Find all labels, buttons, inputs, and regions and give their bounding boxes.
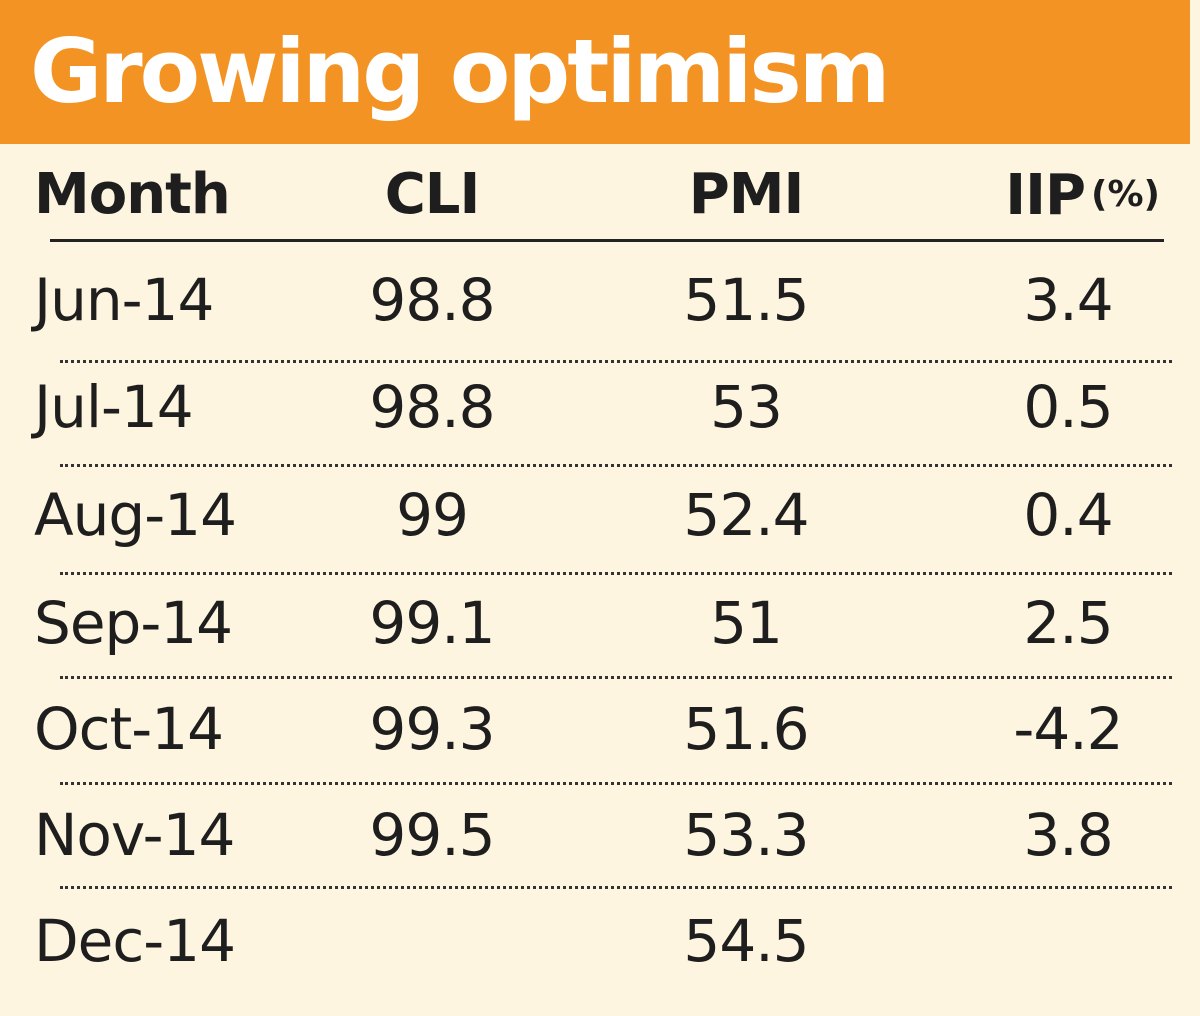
cli-cell: 99 <box>396 481 469 549</box>
month-cell: Dec-14 <box>34 907 236 975</box>
pmi-cell: 51 <box>710 589 783 657</box>
row-divider <box>60 360 1172 363</box>
pmi-cell: 51.5 <box>683 266 809 334</box>
cli-cell: 98.8 <box>369 373 495 441</box>
month-cell: Jul-14 <box>34 373 194 441</box>
cli-cell: 98.8 <box>369 266 495 334</box>
column-header-month: Month <box>34 162 231 227</box>
cli-cell: 99.1 <box>369 589 495 657</box>
cli-cell: 99.5 <box>369 801 495 869</box>
table-title: Growing optimism <box>30 20 890 123</box>
row-divider <box>60 572 1172 575</box>
iip-cell: 0.4 <box>1023 481 1113 549</box>
iip-cell: 3.4 <box>1023 266 1113 334</box>
header-rule <box>50 239 1164 242</box>
iip-unit-label: (%) <box>1091 174 1160 215</box>
iip-cell: 0.5 <box>1023 373 1113 441</box>
table-row: Aug-14 99 52.4 0.4 <box>0 480 1200 550</box>
title-bar: Growing optimism <box>0 0 1190 144</box>
column-header-cli: CLI <box>384 162 481 227</box>
table-row: Sep-14 99.1 51 2.5 <box>0 588 1200 658</box>
table-row: Jun-14 98.8 51.5 3.4 <box>0 265 1200 335</box>
row-divider <box>60 464 1172 467</box>
iip-cell: 2.5 <box>1023 589 1113 657</box>
pmi-cell: 53.3 <box>683 801 809 869</box>
month-cell: Sep-14 <box>34 589 233 657</box>
table-row: Oct-14 99.3 51.6 -4.2 <box>0 694 1200 764</box>
table-row: Nov-14 99.5 53.3 3.8 <box>0 800 1200 870</box>
pmi-cell: 54.5 <box>683 907 809 975</box>
pmi-cell: 52.4 <box>683 481 809 549</box>
month-cell: Aug-14 <box>34 481 237 549</box>
row-divider <box>60 886 1172 889</box>
iip-cell: 3.8 <box>1023 801 1113 869</box>
column-header-iip: IIP (%) <box>1005 160 1160 231</box>
month-cell: Oct-14 <box>34 695 224 763</box>
header-row: Month CLI PMI IIP (%) <box>0 160 1200 230</box>
pmi-cell: 51.6 <box>683 695 809 763</box>
iip-cell: -4.2 <box>1013 695 1123 763</box>
row-divider <box>60 782 1172 785</box>
column-header-pmi: PMI <box>688 162 805 227</box>
pmi-cell: 53 <box>710 373 783 441</box>
table-row: Dec-14 54.5 <box>0 906 1200 976</box>
month-cell: Nov-14 <box>34 801 235 869</box>
month-cell: Jun-14 <box>34 266 214 334</box>
column-header-iip-label: IIP <box>1005 163 1086 228</box>
row-divider <box>60 676 1172 679</box>
table-row: Jul-14 98.8 53 0.5 <box>0 372 1200 442</box>
cli-cell: 99.3 <box>369 695 495 763</box>
